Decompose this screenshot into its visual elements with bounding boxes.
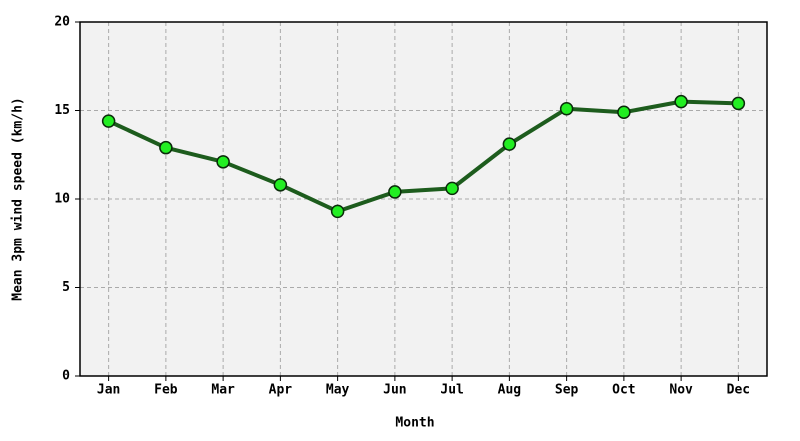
- data-point: [388, 185, 402, 199]
- x-tick-label: Jul: [440, 383, 463, 398]
- x-axis-label: Month: [395, 416, 434, 431]
- x-tick-label: Jun: [383, 383, 406, 398]
- data-point: [330, 204, 345, 219]
- data-point: [445, 181, 459, 196]
- x-tick-label: Oct: [612, 383, 635, 398]
- y-tick-label: 5: [62, 280, 70, 295]
- x-tick-label: Sep: [555, 383, 579, 398]
- x-tick-label: May: [326, 383, 350, 398]
- data-line: [107, 99, 739, 214]
- x-tick-label: Apr: [269, 383, 293, 398]
- data-point: [273, 178, 288, 192]
- data-point: [502, 137, 517, 151]
- data-point: [101, 114, 116, 128]
- data-point: [559, 101, 574, 116]
- y-tick-label: 10: [54, 192, 70, 207]
- x-tick-label: Mar: [211, 383, 235, 398]
- x-tick-label: Dec: [727, 383, 750, 398]
- x-tick-label: Jan: [97, 383, 120, 398]
- data-point: [731, 96, 746, 111]
- data-point: [674, 94, 688, 109]
- y-axis-label: Mean 3pm wind speed (km/h): [11, 97, 26, 301]
- y-tick-label: 20: [54, 15, 70, 30]
- x-tick-label: Feb: [154, 383, 178, 398]
- data-point: [216, 155, 230, 169]
- y-tick-label: 0: [62, 369, 70, 384]
- x-tick-label: Aug: [498, 383, 521, 398]
- data-point: [159, 140, 173, 155]
- data-point: [617, 105, 631, 120]
- x-tick-label: Nov: [669, 383, 693, 398]
- plot-frame: [79, 21, 768, 377]
- y-tick-label: 15: [54, 103, 70, 118]
